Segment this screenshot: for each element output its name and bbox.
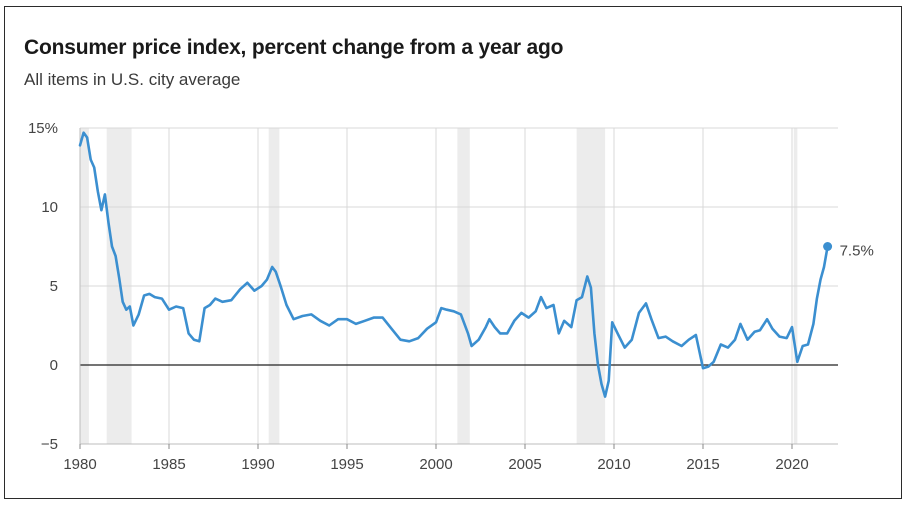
series-lines	[78, 131, 833, 398]
x-tick-label: 1980	[63, 456, 96, 473]
series-end-label: 7.5%	[840, 243, 874, 260]
x-tick-label: 1985	[152, 456, 185, 473]
x-tick-label: 2010	[597, 456, 630, 473]
y-tick-label: 0	[50, 357, 58, 374]
x-tick-labels: 1980 1985 1990 1995 2000 2005 2010 2015 2020	[63, 456, 808, 473]
x-tick-label: 2000	[419, 456, 452, 473]
chart-title: Consumer price index, percent change fro…	[24, 36, 564, 59]
axes	[79, 128, 838, 449]
y-tick-label: 15%	[28, 120, 58, 137]
x-tick-label: 2015	[686, 456, 719, 473]
x-tick-label: 2020	[775, 456, 808, 473]
series-end-point	[823, 242, 833, 251]
chart-frame	[4, 6, 902, 499]
x-tick-label: 1990	[241, 456, 274, 473]
chart-subtitle: All items in U.S. city average	[24, 70, 241, 89]
y-tick-label: −5	[41, 436, 58, 453]
y-tick-labels: 15% 10 5 0 −5	[28, 120, 58, 453]
y-tick-label: 10	[41, 199, 58, 216]
end-labels: 7.5%	[840, 243, 874, 260]
cpi-series-line	[78, 131, 829, 398]
y-tick-label: 5	[50, 278, 58, 295]
x-tick-label: 1995	[330, 456, 363, 473]
x-tick-label: 2005	[508, 456, 541, 473]
